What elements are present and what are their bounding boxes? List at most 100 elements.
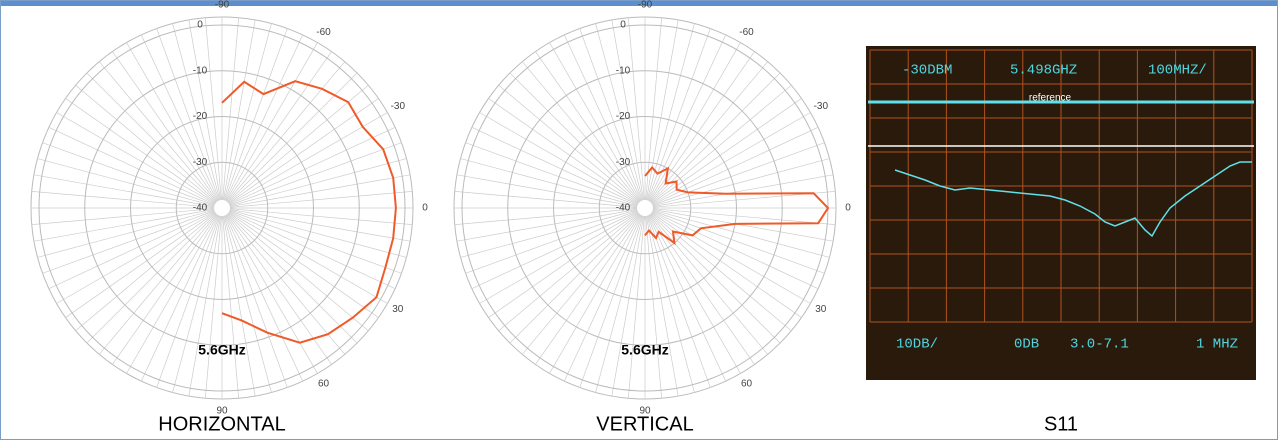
- spoke: [499, 85, 639, 203]
- spoke: [32, 191, 214, 207]
- theta-tick-label: -90: [215, 0, 230, 11]
- spoke: [87, 73, 216, 202]
- spoke: [223, 216, 255, 396]
- spoke: [647, 216, 694, 393]
- spoke: [646, 20, 678, 200]
- spoke: [653, 209, 833, 241]
- spoke: [457, 209, 637, 241]
- spoke: [652, 98, 802, 203]
- s11-panel: -30DBM 5.498GHZ 100MHZ/ reference 10DB/ …: [866, 46, 1256, 435]
- screen-text: 5.498GHZ: [1010, 63, 1077, 79]
- spoke: [34, 175, 214, 207]
- spoke: [228, 85, 368, 203]
- spoke: [230, 209, 410, 241]
- spoke: [612, 20, 644, 200]
- spoke: [87, 214, 216, 343]
- theta-tick-label: -60: [739, 27, 754, 38]
- spoke: [455, 191, 637, 207]
- r-tick-label: -40: [616, 203, 631, 214]
- spoke: [651, 85, 791, 203]
- spoke: [653, 209, 835, 225]
- spoke: [651, 214, 780, 343]
- spoke: [461, 210, 638, 257]
- theta-tick-label: -30: [391, 101, 406, 112]
- spoke: [580, 216, 643, 388]
- spoke: [225, 29, 288, 201]
- spoke: [230, 211, 402, 274]
- caption: VERTICAL: [596, 413, 693, 435]
- page: 0-10-20-30-40-90-60-3003060905.6GHzHORIZ…: [0, 0, 1278, 440]
- screen-text: 100MHZ/: [1148, 63, 1207, 79]
- spoke: [38, 159, 215, 206]
- spoke: [466, 211, 638, 274]
- screen-text: -30DBM: [902, 63, 952, 79]
- theta-tick-label: 0: [422, 203, 428, 214]
- spoke: [224, 24, 271, 201]
- spoke: [228, 73, 357, 202]
- screen-text: 1 MHZ: [1196, 337, 1238, 353]
- spoke: [652, 213, 802, 318]
- theta-tick-label: 60: [741, 378, 753, 389]
- spoke: [205, 18, 221, 200]
- spoke: [226, 43, 318, 201]
- r-tick-label: -20: [193, 111, 208, 122]
- spoke: [173, 216, 220, 393]
- spoke: [157, 29, 220, 201]
- spoke: [648, 216, 711, 388]
- caption: S11: [1044, 413, 1078, 435]
- spoke: [230, 175, 410, 207]
- r-tick-label: -10: [193, 65, 208, 76]
- spoke: [647, 24, 694, 201]
- spoke: [650, 214, 768, 354]
- spoke: [652, 113, 810, 205]
- annotation: 5.6GHz: [198, 342, 245, 358]
- spoke: [230, 191, 412, 207]
- spoke: [189, 216, 221, 396]
- spoke: [32, 209, 214, 225]
- spoke: [76, 213, 216, 331]
- r-tick-label: -20: [616, 111, 631, 122]
- spoke: [489, 213, 639, 318]
- spoke: [457, 175, 637, 207]
- spoke: [646, 216, 662, 398]
- caption: HORIZONTAL: [158, 413, 285, 435]
- theta-tick-label: -60: [316, 27, 331, 38]
- spoke: [43, 143, 215, 206]
- spoke: [522, 214, 640, 354]
- spoke: [228, 213, 368, 331]
- theta-tick-label: 0: [845, 203, 851, 214]
- spoke: [224, 216, 271, 393]
- spoke: [653, 143, 825, 206]
- theta-tick-label: -30: [814, 101, 829, 112]
- polar-charts: 0-10-20-30-40-90-60-3003060905.6GHzHORIZ…: [31, 0, 851, 435]
- spoke: [223, 20, 255, 200]
- spoke: [510, 73, 639, 202]
- spoke: [580, 29, 643, 201]
- spoke: [38, 210, 215, 257]
- theta-tick-label: 30: [392, 304, 404, 315]
- screen-text: 0DB: [1014, 337, 1039, 353]
- spoke: [648, 29, 711, 201]
- spoke: [99, 214, 217, 354]
- screen-text: 3.0-7.1: [1070, 337, 1129, 353]
- spoke: [189, 20, 221, 200]
- spoke: [225, 216, 288, 388]
- r-tick-label: -10: [616, 65, 631, 76]
- spoke: [205, 216, 221, 398]
- spoke: [229, 213, 379, 318]
- spoke: [652, 212, 810, 304]
- r-tick-label: 0: [620, 20, 626, 31]
- spoke: [43, 211, 215, 274]
- r-tick-label: -40: [193, 203, 208, 214]
- r-tick-label: -30: [193, 157, 208, 168]
- spoke: [653, 211, 825, 274]
- spoke: [230, 209, 412, 225]
- spoke: [57, 212, 215, 304]
- spoke: [230, 210, 407, 257]
- theta-tick-label: -90: [638, 0, 653, 11]
- spoke: [510, 214, 639, 343]
- spoke: [612, 216, 644, 396]
- spoke: [466, 143, 638, 206]
- spoke: [480, 113, 638, 205]
- spoke: [227, 214, 345, 354]
